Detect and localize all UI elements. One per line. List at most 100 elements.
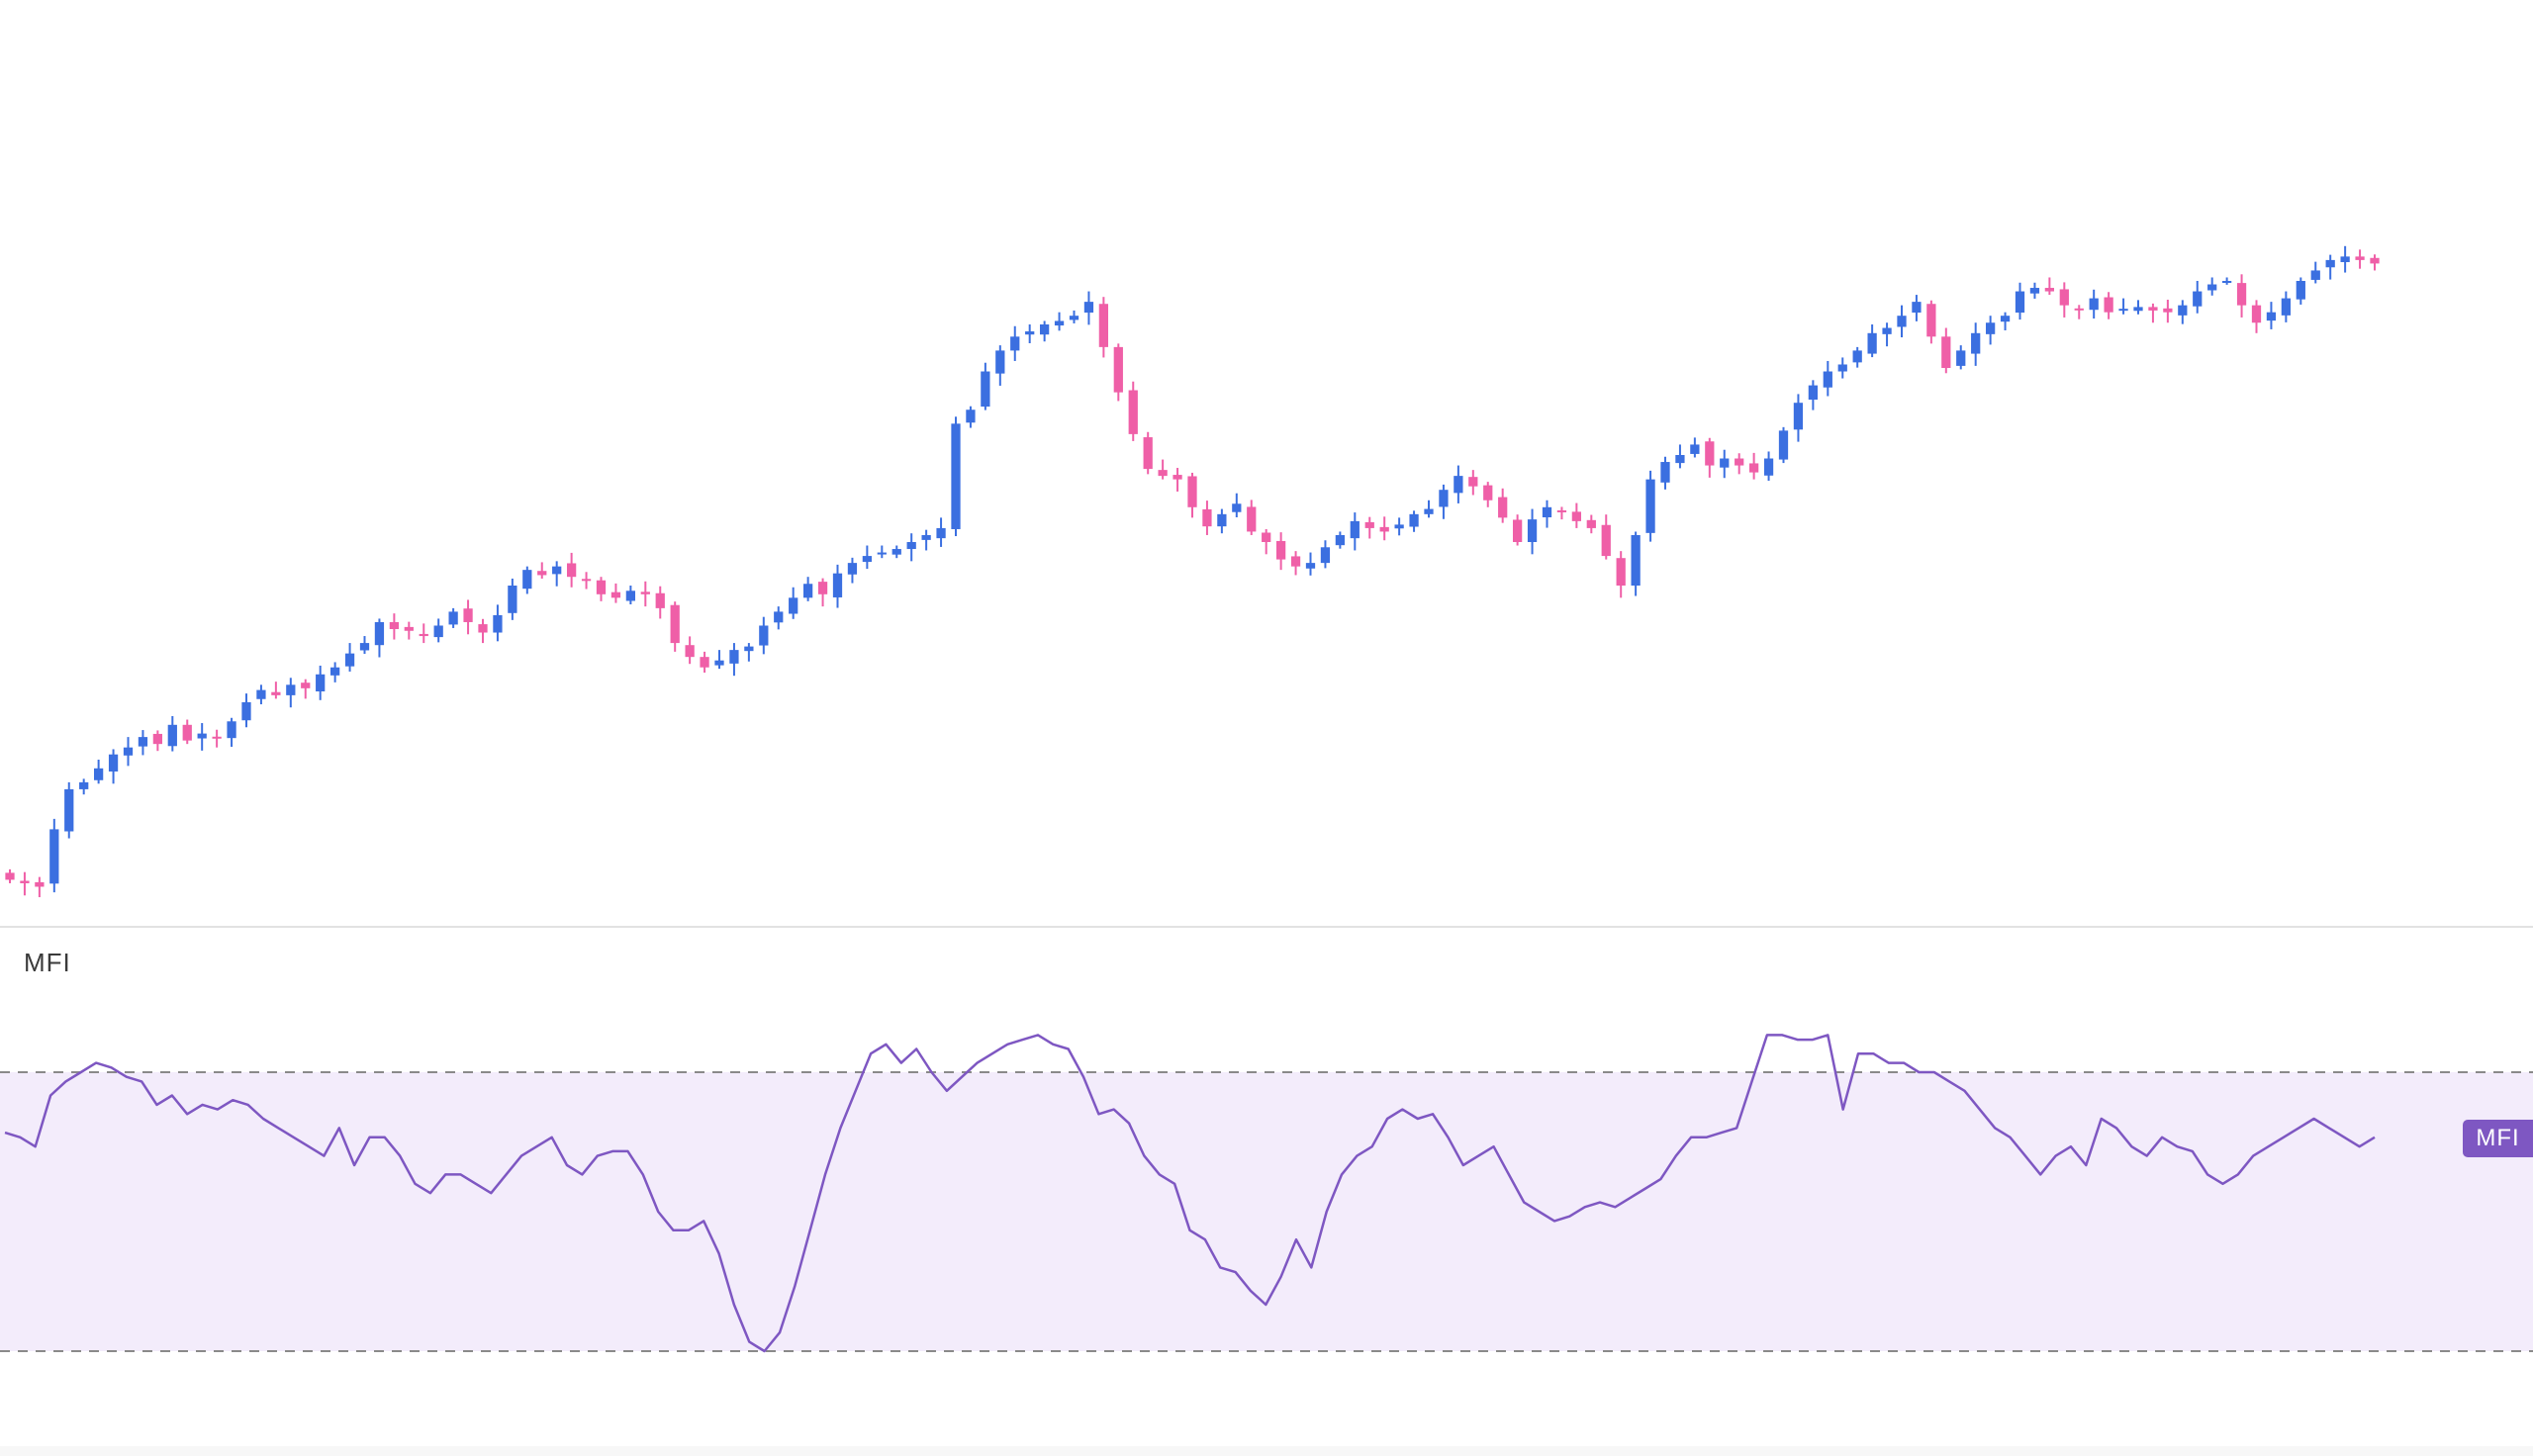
candle-body <box>774 611 784 623</box>
candle-body <box>1158 470 1168 477</box>
candle-body <box>670 604 680 644</box>
candle-body <box>625 591 636 601</box>
candle-body <box>182 724 192 741</box>
candle-body <box>1748 463 1759 473</box>
candle-body <box>2118 309 2128 312</box>
candle-body <box>108 754 119 772</box>
candle-body <box>2296 281 2305 300</box>
candle-body <box>966 410 976 423</box>
candle-body <box>1631 534 1641 586</box>
candle-body <box>921 534 931 540</box>
candle-body <box>152 733 163 745</box>
candle-body <box>1039 324 1050 335</box>
candle-body <box>2281 298 2292 316</box>
candle-body <box>1364 521 1374 528</box>
candle-body <box>1202 508 1212 527</box>
mfi-band-fill <box>0 1072 2533 1351</box>
candle-body <box>522 570 532 590</box>
candle-body <box>2044 288 2055 292</box>
candle-body <box>1439 490 1449 507</box>
candle-body <box>1601 524 1611 557</box>
candle-body <box>2325 259 2335 268</box>
candle-body <box>2015 291 2025 314</box>
candle-body <box>1454 476 1463 494</box>
candle-body <box>1010 336 1020 351</box>
candle-body <box>1645 479 1655 533</box>
candle-body <box>1586 519 1596 528</box>
mfi-line <box>4 1034 2376 1353</box>
candle-body <box>1232 503 1242 512</box>
candle-body <box>64 788 74 832</box>
candle-body <box>20 880 30 883</box>
candle-body <box>2310 270 2320 280</box>
candle-body <box>1320 547 1331 564</box>
candle-body <box>817 582 828 594</box>
candle-body <box>744 646 754 652</box>
candle-body <box>2133 307 2143 312</box>
candle-body <box>1971 332 1981 354</box>
candle-body <box>1897 316 1907 327</box>
candle-body <box>981 371 990 408</box>
candle-body <box>1173 475 1182 480</box>
candle-body <box>1512 519 1523 542</box>
candle-body <box>478 624 488 633</box>
mfi-value-badge: MFI <box>2463 1120 2533 1157</box>
candle-body <box>1275 540 1286 560</box>
candle-body <box>1956 350 1966 366</box>
candle-body <box>93 768 104 780</box>
candle-body <box>566 563 577 578</box>
candle-body <box>832 573 843 597</box>
candle-body <box>1867 332 1877 354</box>
candle-body <box>2089 298 2099 311</box>
candle-body <box>463 608 473 622</box>
candle-body <box>2207 284 2217 291</box>
candle-body <box>1305 563 1316 569</box>
candle-body <box>241 701 251 721</box>
candle-body <box>286 684 296 695</box>
candle-body <box>35 881 45 887</box>
candle-body <box>359 643 370 651</box>
candle-body <box>891 549 901 555</box>
candle-body <box>1735 458 1744 466</box>
candle-body <box>802 584 813 598</box>
candle-body <box>2163 308 2173 313</box>
candle-body <box>1379 526 1389 532</box>
candle-body <box>685 645 695 658</box>
candle-body <box>1556 509 1567 512</box>
candle-body <box>1335 534 1346 546</box>
candle-body <box>1128 390 1138 434</box>
candle-body <box>1778 430 1789 460</box>
candle-body <box>1616 558 1626 586</box>
candle-body <box>906 542 916 550</box>
candle-body <box>1926 304 1936 337</box>
candle-body <box>329 667 340 676</box>
candle-body <box>1571 511 1582 521</box>
candle-body <box>1424 508 1434 514</box>
candle-body <box>1675 455 1685 464</box>
candle-body <box>5 872 15 880</box>
candle-body <box>1882 327 1892 334</box>
candle-body <box>995 350 1005 374</box>
candle-body <box>714 660 724 666</box>
candle-body <box>537 571 547 576</box>
candle-body <box>374 621 385 646</box>
candle-body <box>344 653 355 667</box>
candle-body <box>1837 364 1847 372</box>
candle-body <box>1498 497 1508 518</box>
candle-body <box>2355 256 2365 260</box>
candle-body <box>1793 403 1804 430</box>
candle-body <box>1083 302 1094 314</box>
candle-body <box>1483 485 1493 500</box>
candle-body <box>508 586 517 613</box>
candle-body <box>610 592 621 598</box>
candle-body <box>1808 385 1819 401</box>
candle-body <box>197 733 207 739</box>
candle-body <box>79 781 89 789</box>
candle-body <box>2074 308 2084 311</box>
candle-body <box>1468 477 1478 487</box>
candle-body <box>2340 256 2350 262</box>
candle-body <box>759 625 769 646</box>
candle-body <box>2193 291 2203 307</box>
candle-body <box>1187 476 1197 507</box>
candle-body <box>1542 506 1552 518</box>
